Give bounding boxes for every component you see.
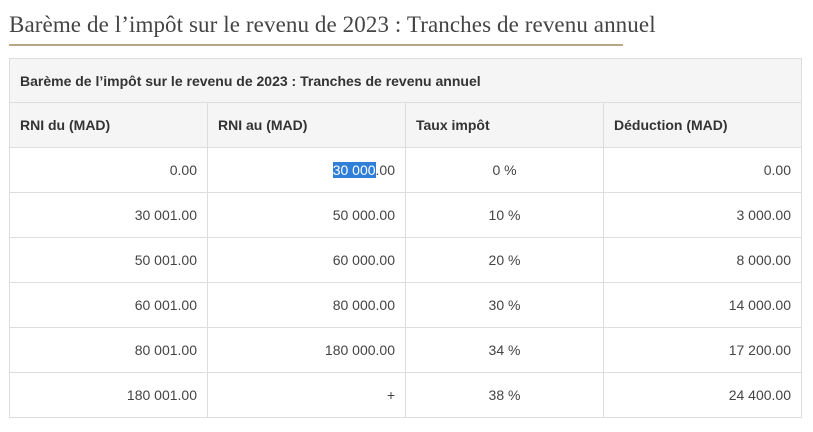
cell-rni-from: 80 001.00: [9, 327, 208, 373]
cell-deduction: 24 400.00: [603, 372, 802, 418]
cell-rni-to: +: [207, 372, 406, 418]
tax-bracket-table: Barème de l’impôt sur le revenu de 2023 …: [9, 58, 802, 418]
cell-rni-from: 0.00: [9, 147, 208, 193]
table-row: 80 001.00 180 000.00 34 % 17 200.00: [9, 327, 802, 373]
cell-deduction: 14 000.00: [603, 282, 802, 328]
column-header-rni-to: RNI au (MAD): [207, 102, 406, 148]
page-title: Barème de l’impôt sur le revenu de 2023 …: [9, 12, 656, 37]
cell-tax-rate: 34 %: [405, 327, 604, 373]
cell-deduction: 0.00: [603, 147, 802, 193]
column-header-tax-rate: Taux impôt: [405, 102, 604, 148]
cell-rni-from: 30 001.00: [9, 192, 208, 238]
table-row: 0.00 30 000.00 0 % 0.00: [9, 147, 802, 193]
table-row: 60 001.00 80 000.00 30 % 14 000.00: [9, 282, 802, 328]
cell-tax-rate: 38 %: [405, 372, 604, 418]
table-caption: Barème de l’impôt sur le revenu de 2023 …: [9, 58, 802, 103]
table-row: 50 001.00 60 000.00 20 % 8 000.00: [9, 237, 802, 283]
table-caption-row: Barème de l’impôt sur le revenu de 2023 …: [9, 58, 802, 103]
cell-deduction: 8 000.00: [603, 237, 802, 283]
cell-rni-to[interactable]: 30 000.00: [207, 147, 406, 193]
title-underline: [9, 44, 623, 46]
cell-rni-from: 50 001.00: [9, 237, 208, 283]
table-header-row: RNI du (MAD) RNI au (MAD) Taux impôt Déd…: [9, 102, 802, 148]
cell-rni-to: 180 000.00: [207, 327, 406, 373]
cell-tax-rate: 20 %: [405, 237, 604, 283]
cell-rni-to: 80 000.00: [207, 282, 406, 328]
cell-rni-to: 60 000.00: [207, 237, 406, 283]
column-header-rni-from: RNI du (MAD): [9, 102, 208, 148]
cell-tax-rate: 30 %: [405, 282, 604, 328]
cell-rni-from: 60 001.00: [9, 282, 208, 328]
table-row: 30 001.00 50 000.00 10 % 3 000.00: [9, 192, 802, 238]
cell-rni-from: 180 001.00: [9, 372, 208, 418]
text-selection-highlight[interactable]: 30 000: [332, 162, 376, 178]
cell-deduction: 3 000.00: [603, 192, 802, 238]
cell-tax-rate: 10 %: [405, 192, 604, 238]
cell-deduction: 17 200.00: [603, 327, 802, 373]
cell-rni-to-rest: .00: [375, 162, 395, 178]
cell-rni-to: 50 000.00: [207, 192, 406, 238]
cell-tax-rate: 0 %: [405, 147, 604, 193]
table-row: 180 001.00 + 38 % 24 400.00: [9, 372, 802, 418]
column-header-deduction: Déduction (MAD): [603, 102, 802, 148]
